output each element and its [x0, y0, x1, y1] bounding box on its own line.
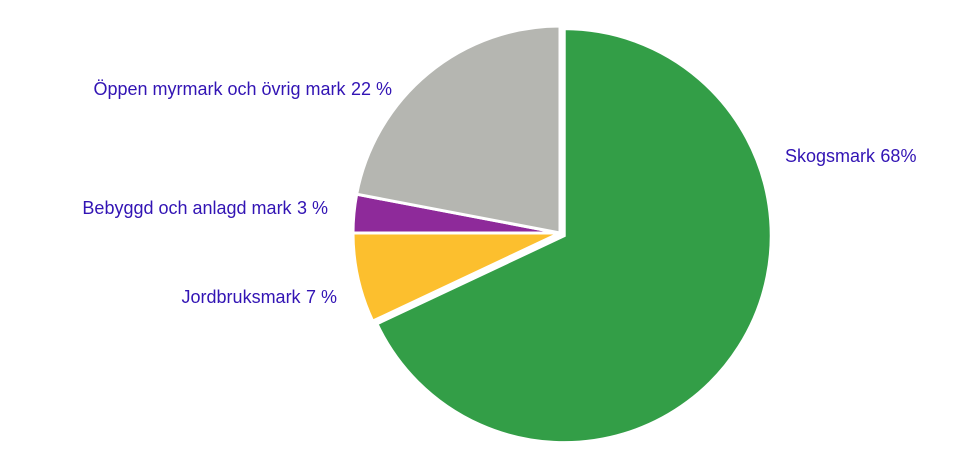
value-label: 7 % [306, 287, 337, 307]
category-label: Jordbruksmark [182, 287, 302, 307]
pie-slice [354, 24, 562, 235]
slice-label: Jordbruksmark 7 % [182, 287, 337, 307]
category-label: Bebyggd och anlagd mark [82, 198, 292, 218]
category-label: Skogsmark [785, 146, 876, 166]
pie-slice [374, 27, 773, 445]
value-label: 3 % [297, 198, 328, 218]
value-label: 22 % [351, 79, 392, 99]
slice-label: Öppen myrmark och övrig mark 22 % [93, 79, 392, 99]
value-label: 68% [880, 146, 916, 166]
slice-label: Skogsmark 68% [785, 146, 916, 166]
slice-label: Bebyggd och anlagd mark 3 % [82, 198, 328, 218]
category-label: Öppen myrmark och övrig mark [93, 79, 346, 99]
